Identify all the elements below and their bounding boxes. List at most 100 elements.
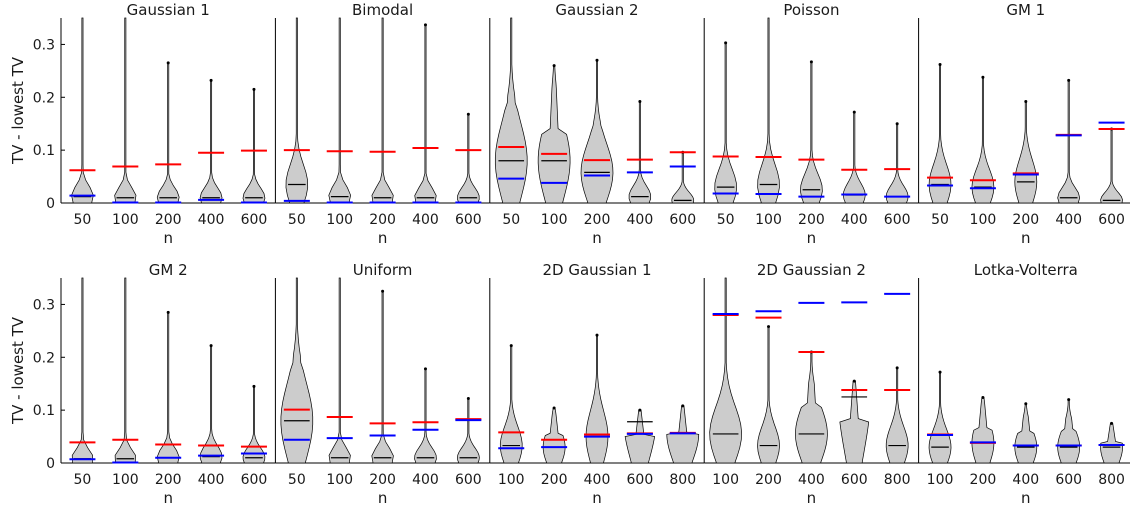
outlier-point [638, 408, 642, 412]
x-tick-label: 50 [931, 212, 949, 228]
x-tick-label: 100 [112, 212, 139, 228]
x-tick-label: 800 [884, 472, 911, 488]
violin [242, 89, 266, 204]
violin [1057, 399, 1081, 464]
violin [156, 312, 180, 464]
violin [757, 326, 780, 464]
x-axis-label: n [807, 229, 817, 247]
violin [1100, 128, 1123, 204]
outlier-point [595, 58, 599, 62]
violin [285, 17, 309, 204]
violin [709, 277, 742, 464]
panel-uniform: Uniform 50 100 200 400 600 n [274, 261, 490, 507]
violin [971, 397, 995, 464]
x-tick-label: 200 [584, 212, 611, 228]
x-tick-label: 800 [669, 472, 696, 488]
x-tick-label: 100 [970, 212, 997, 228]
x-tick-label: 100 [326, 472, 353, 488]
violin [1057, 80, 1081, 204]
violin [542, 407, 566, 464]
x-axis-label: n [378, 229, 388, 247]
outlier-point [981, 395, 985, 399]
violin [928, 64, 952, 204]
outlier-point [423, 23, 427, 27]
violin [199, 80, 223, 204]
x-tick-label: 200 [1012, 212, 1039, 228]
violin [457, 113, 480, 204]
outlier-point [252, 87, 256, 91]
outlier-point [423, 367, 427, 371]
x-tick-label: 600 [1098, 212, 1125, 228]
y-tick-label: 0.1 [33, 403, 55, 419]
outlier-point [595, 333, 599, 337]
x-tick-label: 200 [155, 472, 182, 488]
violin [671, 151, 695, 204]
x-tick-label: 200 [970, 472, 997, 488]
violin [457, 398, 480, 464]
violin [371, 290, 394, 464]
x-tick-label: 50 [502, 212, 520, 228]
x-tick-label: 200 [798, 212, 825, 228]
x-tick-label: 400 [798, 472, 825, 488]
outlier-point [552, 406, 556, 410]
violin [414, 368, 437, 464]
violin [757, 17, 780, 204]
x-axis-label: n [163, 229, 173, 247]
panel-title: GM 1 [1006, 1, 1045, 19]
x-tick-label: 600 [841, 472, 868, 488]
x-tick-label: 600 [627, 472, 654, 488]
x-axis-label: n [807, 489, 817, 507]
x-tick-label: 200 [155, 212, 182, 228]
outlier-point [895, 366, 899, 370]
x-tick-label: 600 [241, 212, 268, 228]
violin [114, 277, 136, 464]
violin [71, 277, 94, 464]
panel-title: GM 2 [149, 261, 188, 279]
x-tick-label: 400 [627, 212, 654, 228]
violin [280, 277, 314, 464]
x-tick-label: 400 [841, 212, 868, 228]
y-tick-label: 0.1 [33, 143, 55, 159]
outlier-point [852, 379, 856, 383]
outlier-point [638, 100, 642, 104]
x-tick-label: 800 [1098, 472, 1125, 488]
x-tick-label: 50 [74, 212, 92, 228]
outlier-point [724, 41, 728, 45]
panel-title: Gaussian 2 [555, 1, 638, 19]
outlier-point [466, 397, 470, 401]
x-tick-label: 400 [412, 472, 439, 488]
panel-title: Uniform [353, 261, 413, 279]
x-tick-label: 400 [584, 472, 611, 488]
x-tick-label: 400 [412, 212, 439, 228]
y-tick-label: 0.2 [33, 350, 55, 366]
x-tick-label: 600 [241, 472, 268, 488]
violin [1100, 423, 1123, 464]
outlier-point [209, 78, 213, 82]
panel-gaussian-1: Gaussian 1 0 0.1 0.2 0.3 TV - lowest TV 50 100 2… [9, 1, 276, 247]
outlier-point [509, 344, 513, 348]
y-axis-label: TV - lowest TV [9, 316, 27, 425]
violin [842, 111, 866, 204]
panel-title: 2D Gaussian 2 [757, 261, 866, 279]
panel-title: Bimodal [352, 1, 413, 19]
x-tick-label: 100 [541, 212, 568, 228]
panel-title: 2D Gaussian 1 [543, 261, 652, 279]
x-tick-label: 400 [1055, 212, 1082, 228]
y-tick-label: 0.3 [33, 37, 55, 53]
outlier-point [209, 344, 213, 348]
x-axis-label: n [592, 489, 602, 507]
y-tick-label: 0.3 [33, 297, 55, 313]
x-axis-label: n [1021, 229, 1031, 247]
violin [885, 123, 909, 204]
violin [800, 61, 823, 204]
outlier-point [1110, 421, 1114, 425]
outlier-point [1024, 100, 1028, 104]
outlier-point [381, 289, 385, 293]
outlier-point [981, 75, 985, 79]
x-tick-label: 200 [369, 212, 396, 228]
x-tick-label: 100 [712, 472, 739, 488]
x-tick-label: 200 [755, 472, 782, 488]
x-tick-label: 200 [541, 472, 568, 488]
